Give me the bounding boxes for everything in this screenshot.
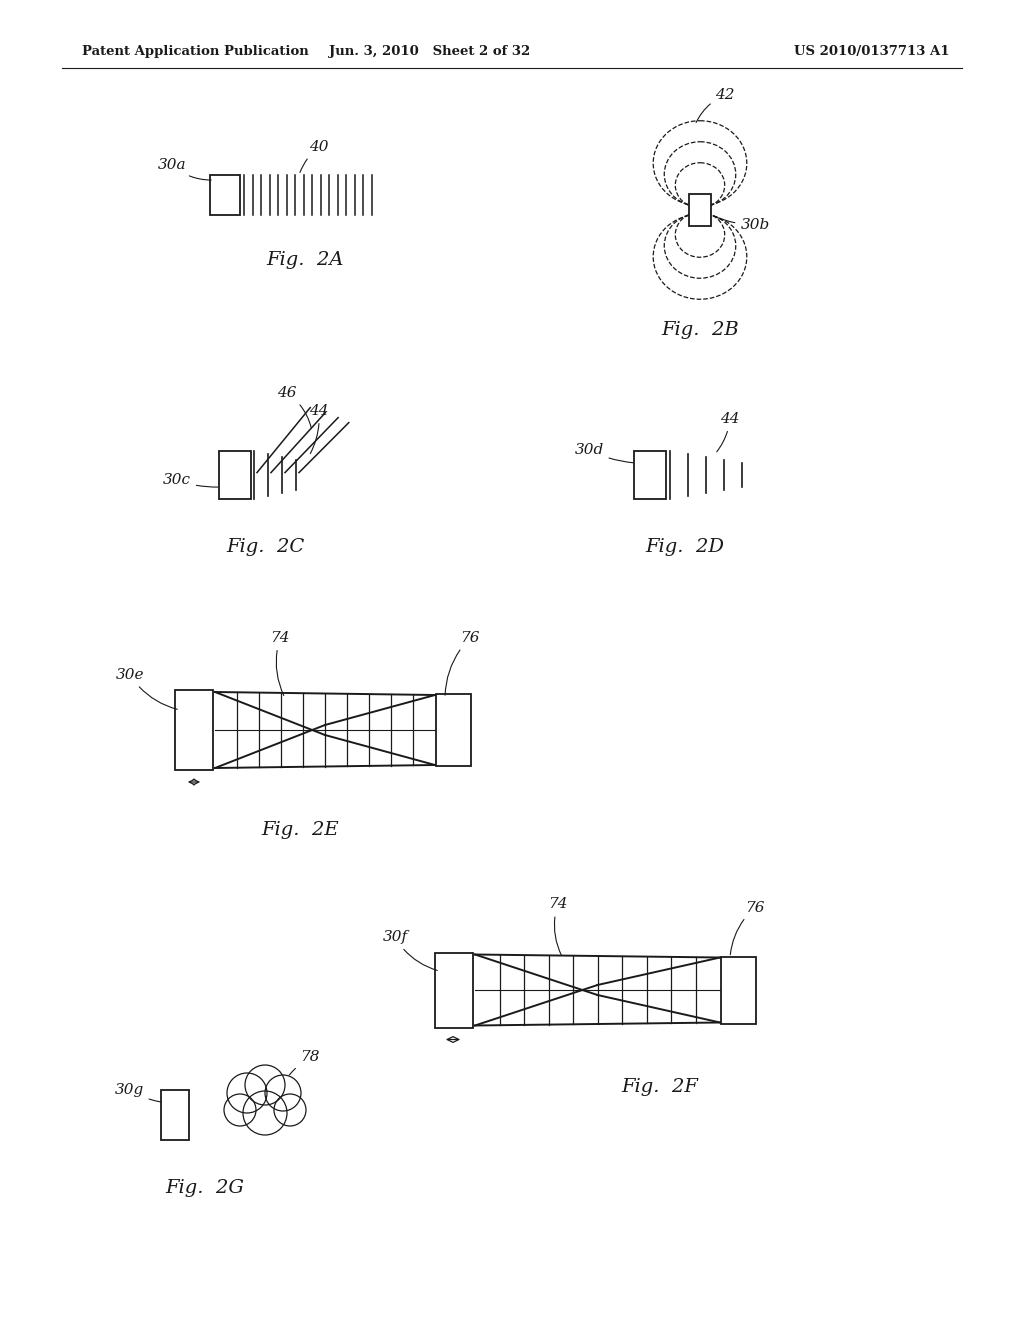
- Circle shape: [224, 1094, 256, 1126]
- Text: 30e: 30e: [116, 668, 177, 709]
- Text: 78: 78: [285, 1049, 319, 1081]
- Circle shape: [243, 1092, 287, 1135]
- Text: 74: 74: [548, 898, 567, 954]
- Text: 30d: 30d: [574, 444, 633, 463]
- Text: 46: 46: [278, 385, 311, 428]
- Text: 76: 76: [445, 631, 480, 696]
- Bar: [210, 176, 240, 215]
- Text: Patent Application Publication: Patent Application Publication: [82, 45, 309, 58]
- Circle shape: [265, 1074, 301, 1111]
- Text: 30f: 30f: [382, 931, 437, 970]
- Bar: [219, 451, 251, 499]
- Text: 30a: 30a: [158, 158, 211, 180]
- Text: 76: 76: [730, 900, 765, 954]
- Text: US 2010/0137713 A1: US 2010/0137713 A1: [795, 45, 950, 58]
- Bar: [175, 690, 213, 770]
- Text: 44: 44: [309, 404, 329, 454]
- Text: 42: 42: [696, 88, 735, 123]
- Bar: [721, 957, 756, 1023]
- Bar: [435, 953, 473, 1027]
- Bar: [634, 451, 666, 499]
- Text: 30g: 30g: [115, 1082, 161, 1102]
- Text: Fig.  2C: Fig. 2C: [226, 539, 304, 556]
- Bar: [689, 194, 711, 226]
- Bar: [161, 1090, 189, 1140]
- Circle shape: [245, 1065, 285, 1105]
- Text: Fig.  2F: Fig. 2F: [622, 1078, 698, 1097]
- Text: Fig.  2G: Fig. 2G: [166, 1179, 245, 1197]
- Text: Fig.  2E: Fig. 2E: [261, 821, 339, 840]
- Bar: [435, 694, 470, 766]
- Text: Fig.  2D: Fig. 2D: [645, 539, 725, 556]
- Text: 40: 40: [300, 140, 329, 173]
- Circle shape: [274, 1094, 306, 1126]
- Circle shape: [227, 1073, 267, 1113]
- Text: 30c: 30c: [163, 473, 218, 487]
- Text: Jun. 3, 2010   Sheet 2 of 32: Jun. 3, 2010 Sheet 2 of 32: [330, 45, 530, 58]
- Text: Fig.  2A: Fig. 2A: [266, 251, 344, 269]
- Text: 30b: 30b: [714, 216, 770, 232]
- Text: 74: 74: [270, 631, 290, 696]
- Text: 44: 44: [717, 412, 739, 451]
- Text: Fig.  2B: Fig. 2B: [662, 321, 739, 339]
